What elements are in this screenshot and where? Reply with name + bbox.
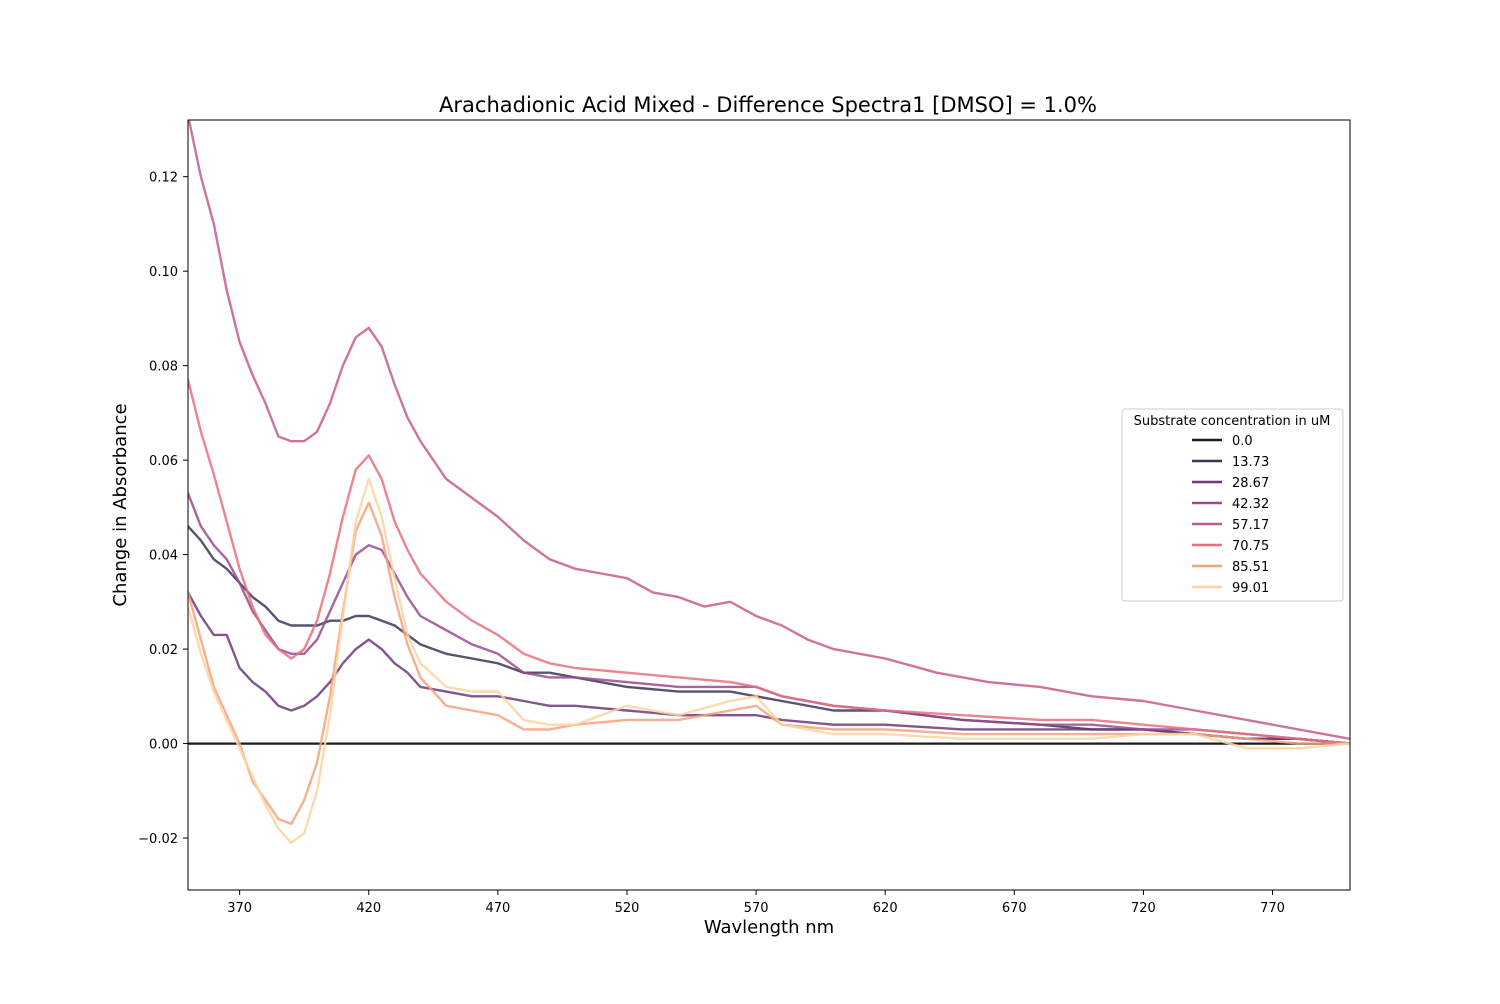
legend-label: 57.17 [1232,518,1269,533]
y-tick-label: −0.02 [138,832,178,847]
x-tick-label: 570 [744,901,769,916]
y-axis-label: Change in Absorbance [110,403,131,606]
x-tick-label: 470 [485,901,510,916]
legend-label: 28.67 [1232,476,1269,491]
legend-label: 0.0 [1232,434,1253,449]
y-tick-label: 0.12 [149,171,178,186]
y-tick-label: 0.00 [149,738,178,753]
x-tick-label: 370 [227,901,252,916]
x-tick-label: 770 [1260,901,1285,916]
legend-label: 70.75 [1232,539,1269,554]
y-tick-label: 0.04 [149,549,178,564]
x-tick-label: 720 [1131,901,1156,916]
legend-title: Substrate concentration in uM [1134,414,1331,429]
x-tick-label: 420 [356,901,381,916]
y-tick-label: 0.10 [149,265,178,280]
x-tick-label: 670 [1002,901,1027,916]
y-tick-label: 0.02 [149,643,178,658]
x-tick-label: 620 [873,901,898,916]
legend-label: 99.01 [1232,581,1269,596]
legend-label: 42.32 [1232,497,1269,512]
y-tick-label: 0.08 [149,360,178,375]
x-axis-label: Wavlength nm [704,917,834,938]
y-tick-label: 0.06 [149,454,178,469]
legend-label: 13.73 [1232,455,1269,470]
x-tick-label: 520 [615,901,640,916]
legend: Substrate concentration in uM 0.0 13.73 28… [1122,409,1343,601]
chart-title: Arachadionic Acid Mixed - Difference Spe… [439,93,1097,117]
legend-label: 85.51 [1232,560,1269,575]
